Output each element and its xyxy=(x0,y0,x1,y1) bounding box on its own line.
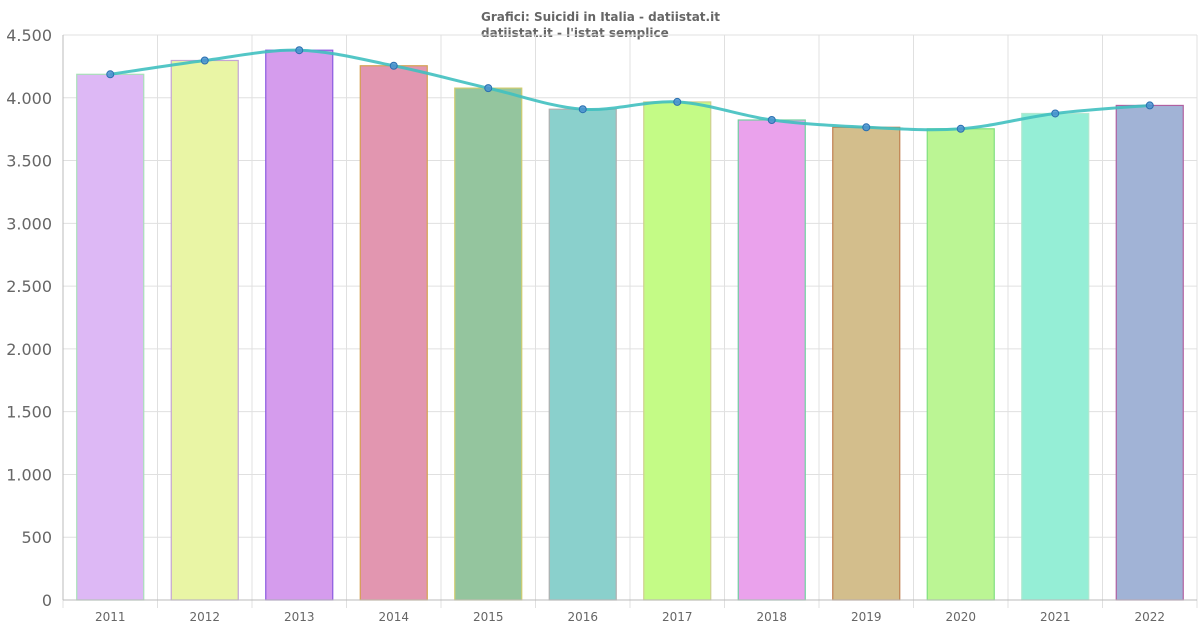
data-point-2013 xyxy=(295,46,304,55)
data-point-2014 xyxy=(389,61,398,70)
data-point-2020 xyxy=(956,124,965,133)
bar-2014 xyxy=(359,65,428,601)
x-tick-label: 2013 xyxy=(284,610,315,624)
y-tick-label: 500 xyxy=(21,528,52,547)
y-tick-label: 3.500 xyxy=(6,152,52,171)
y-tick-label: 2.500 xyxy=(6,277,52,296)
bar-2020 xyxy=(926,128,995,601)
x-tick-label: 2016 xyxy=(567,610,598,624)
bars xyxy=(76,49,1184,601)
y-tick-label: 0 xyxy=(42,591,52,610)
y-tick-label: 1.500 xyxy=(6,403,52,422)
x-tick-label: 2021 xyxy=(1040,610,1071,624)
bar-2011 xyxy=(76,73,145,601)
trend-line-path xyxy=(110,48,1150,132)
y-tick-label: 3.000 xyxy=(6,214,52,233)
bar-2013 xyxy=(265,49,334,601)
x-tick-label: 2022 xyxy=(1134,610,1165,624)
data-point-2022 xyxy=(1145,101,1154,110)
bar-2021 xyxy=(1021,112,1090,601)
bar-2022 xyxy=(1115,104,1184,601)
data-point-2012 xyxy=(200,56,209,65)
x-tick-label: 2019 xyxy=(851,610,882,624)
data-point-2018 xyxy=(767,116,776,125)
x-tick-label: 2018 xyxy=(756,610,787,624)
x-tick-label: 2020 xyxy=(945,610,976,624)
x-tick-label: 2014 xyxy=(378,610,409,624)
y-tick-label: 4.500 xyxy=(6,26,52,45)
x-tick-label: 2017 xyxy=(662,610,693,624)
bar-2016 xyxy=(548,108,617,601)
bar-2015 xyxy=(454,87,523,601)
axes: 0 500 1.000 1.500 2.000 2.500 3.000 3.500 4.000 4… xyxy=(6,26,1197,624)
x-tick-label: 2015 xyxy=(473,610,504,624)
y-tick-label: 1.000 xyxy=(6,465,52,484)
data-point-2019 xyxy=(862,123,871,132)
chart-title: Grafici: Suicidi in Italia - datiistat.i… xyxy=(481,10,720,24)
chart-subtitle: datiistat.it - l'istat semplice xyxy=(481,26,669,40)
bar-2012 xyxy=(170,59,239,601)
bar-2019 xyxy=(832,126,901,601)
data-point-2017 xyxy=(673,97,682,106)
trend-line xyxy=(106,46,1154,133)
data-point-2021 xyxy=(1051,109,1060,118)
y-tick-label: 4.000 xyxy=(6,89,52,108)
bar-2017 xyxy=(643,101,712,601)
data-point-2011 xyxy=(106,70,115,79)
bar-2018 xyxy=(737,119,806,601)
data-point-2015 xyxy=(484,84,493,93)
x-tick-label: 2012 xyxy=(189,610,220,624)
data-point-2016 xyxy=(578,105,587,114)
x-tick-label: 2011 xyxy=(95,610,126,624)
y-tick-label: 2.000 xyxy=(6,340,52,359)
